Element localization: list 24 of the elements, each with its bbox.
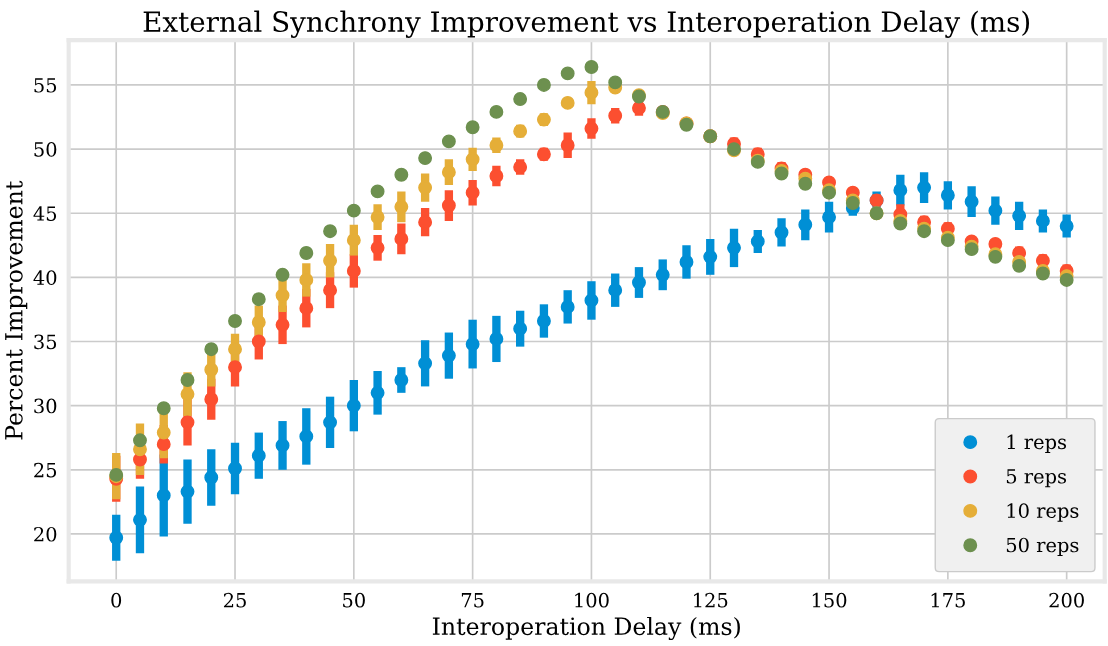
x-tick-label: 200 (1049, 592, 1084, 608)
y-tick-label: 20 (34, 526, 57, 542)
legend-label: 10 reps (1007, 503, 1079, 522)
x-axis-title: Interoperation Delay (ms) (432, 616, 740, 641)
legend-label: 1 reps (1007, 434, 1067, 453)
y-tick-label: 30 (34, 398, 57, 414)
y-tick-label: 25 (34, 462, 57, 478)
y-tick-label: 40 (33, 270, 57, 286)
x-tick-label: 150 (812, 592, 847, 608)
chart-title: External Synchrony Improvement vs Interoperation Delay (ms) (143, 10, 1030, 38)
x-tick-label: 125 (694, 592, 728, 608)
y-tick-label: 50 (34, 142, 57, 157)
x-tick-label: 75 (461, 593, 484, 608)
x-tick-label: 0 (111, 592, 122, 608)
legend-label: 50 reps (1006, 537, 1079, 557)
x-tick-label: 175 (931, 592, 965, 608)
x-tick-label: 50 (343, 592, 365, 608)
y-tick-label: 45 (33, 206, 57, 221)
legend-label: 5 reps (1006, 469, 1067, 488)
y-tick-label: 35 (34, 334, 57, 350)
x-tick-label: 25 (223, 592, 246, 608)
y-tick-label: 55 (34, 78, 57, 93)
x-tick-label: 100 (575, 592, 609, 608)
y-axis-title: Percent Improvement (5, 180, 28, 440)
